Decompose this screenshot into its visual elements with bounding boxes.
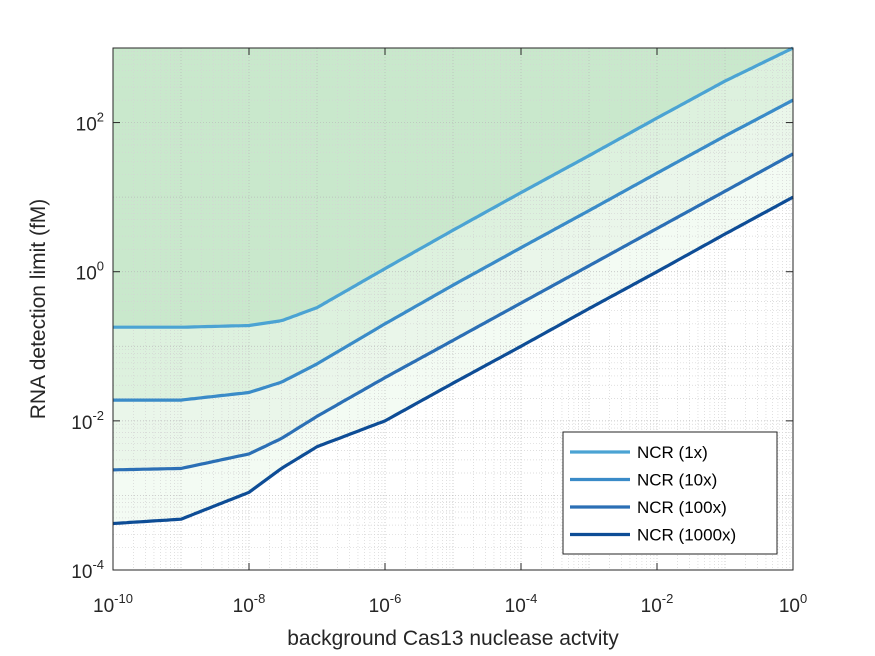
y-tick-label: 10-2 [71,408,104,434]
x-tick-label: 10-6 [369,591,402,617]
x-tick-label: 100 [779,591,807,617]
legend: NCR (1x) NCR (10x) NCR (100x) NCR (1000x) [562,431,778,555]
y-tick-label: 10-4 [71,557,104,583]
legend-entries: NCR (1x) NCR (10x) NCR (100x) NCR (1000x) [570,443,736,545]
series-line [112,152,794,472]
x-axis-title: background Cas13 nuclease actvity [287,627,619,650]
legend-label: NCR (10x) [637,471,717,490]
y-tick-labels: 10-4 10-2 100 102 [71,110,104,583]
x-tick-labels: 10-10 10-8 10-6 10-4 10-2 100 [93,591,807,617]
x-tick-label: 10-4 [505,591,538,617]
axis-ticks [112,48,794,571]
plot-frame [112,47,794,571]
legend-label: NCR (100x) [637,498,727,517]
series-line [112,195,794,526]
series-line [113,98,794,402]
x-tick-label: 10-2 [641,591,674,617]
legend-label: NCR (1x) [637,443,708,462]
legend-label: NCR (1000x) [637,526,736,545]
shade-region [113,48,793,328]
x-tick-label: 10-8 [233,591,266,617]
y-tick-label: 102 [76,110,104,136]
shade-region [113,48,793,401]
x-tick-label: 10-10 [93,591,133,617]
y-tick-label: 100 [76,259,104,285]
y-axis-title: RNA detection limit (fM) [27,199,50,420]
series-lines [112,46,794,526]
series-line [113,46,794,329]
